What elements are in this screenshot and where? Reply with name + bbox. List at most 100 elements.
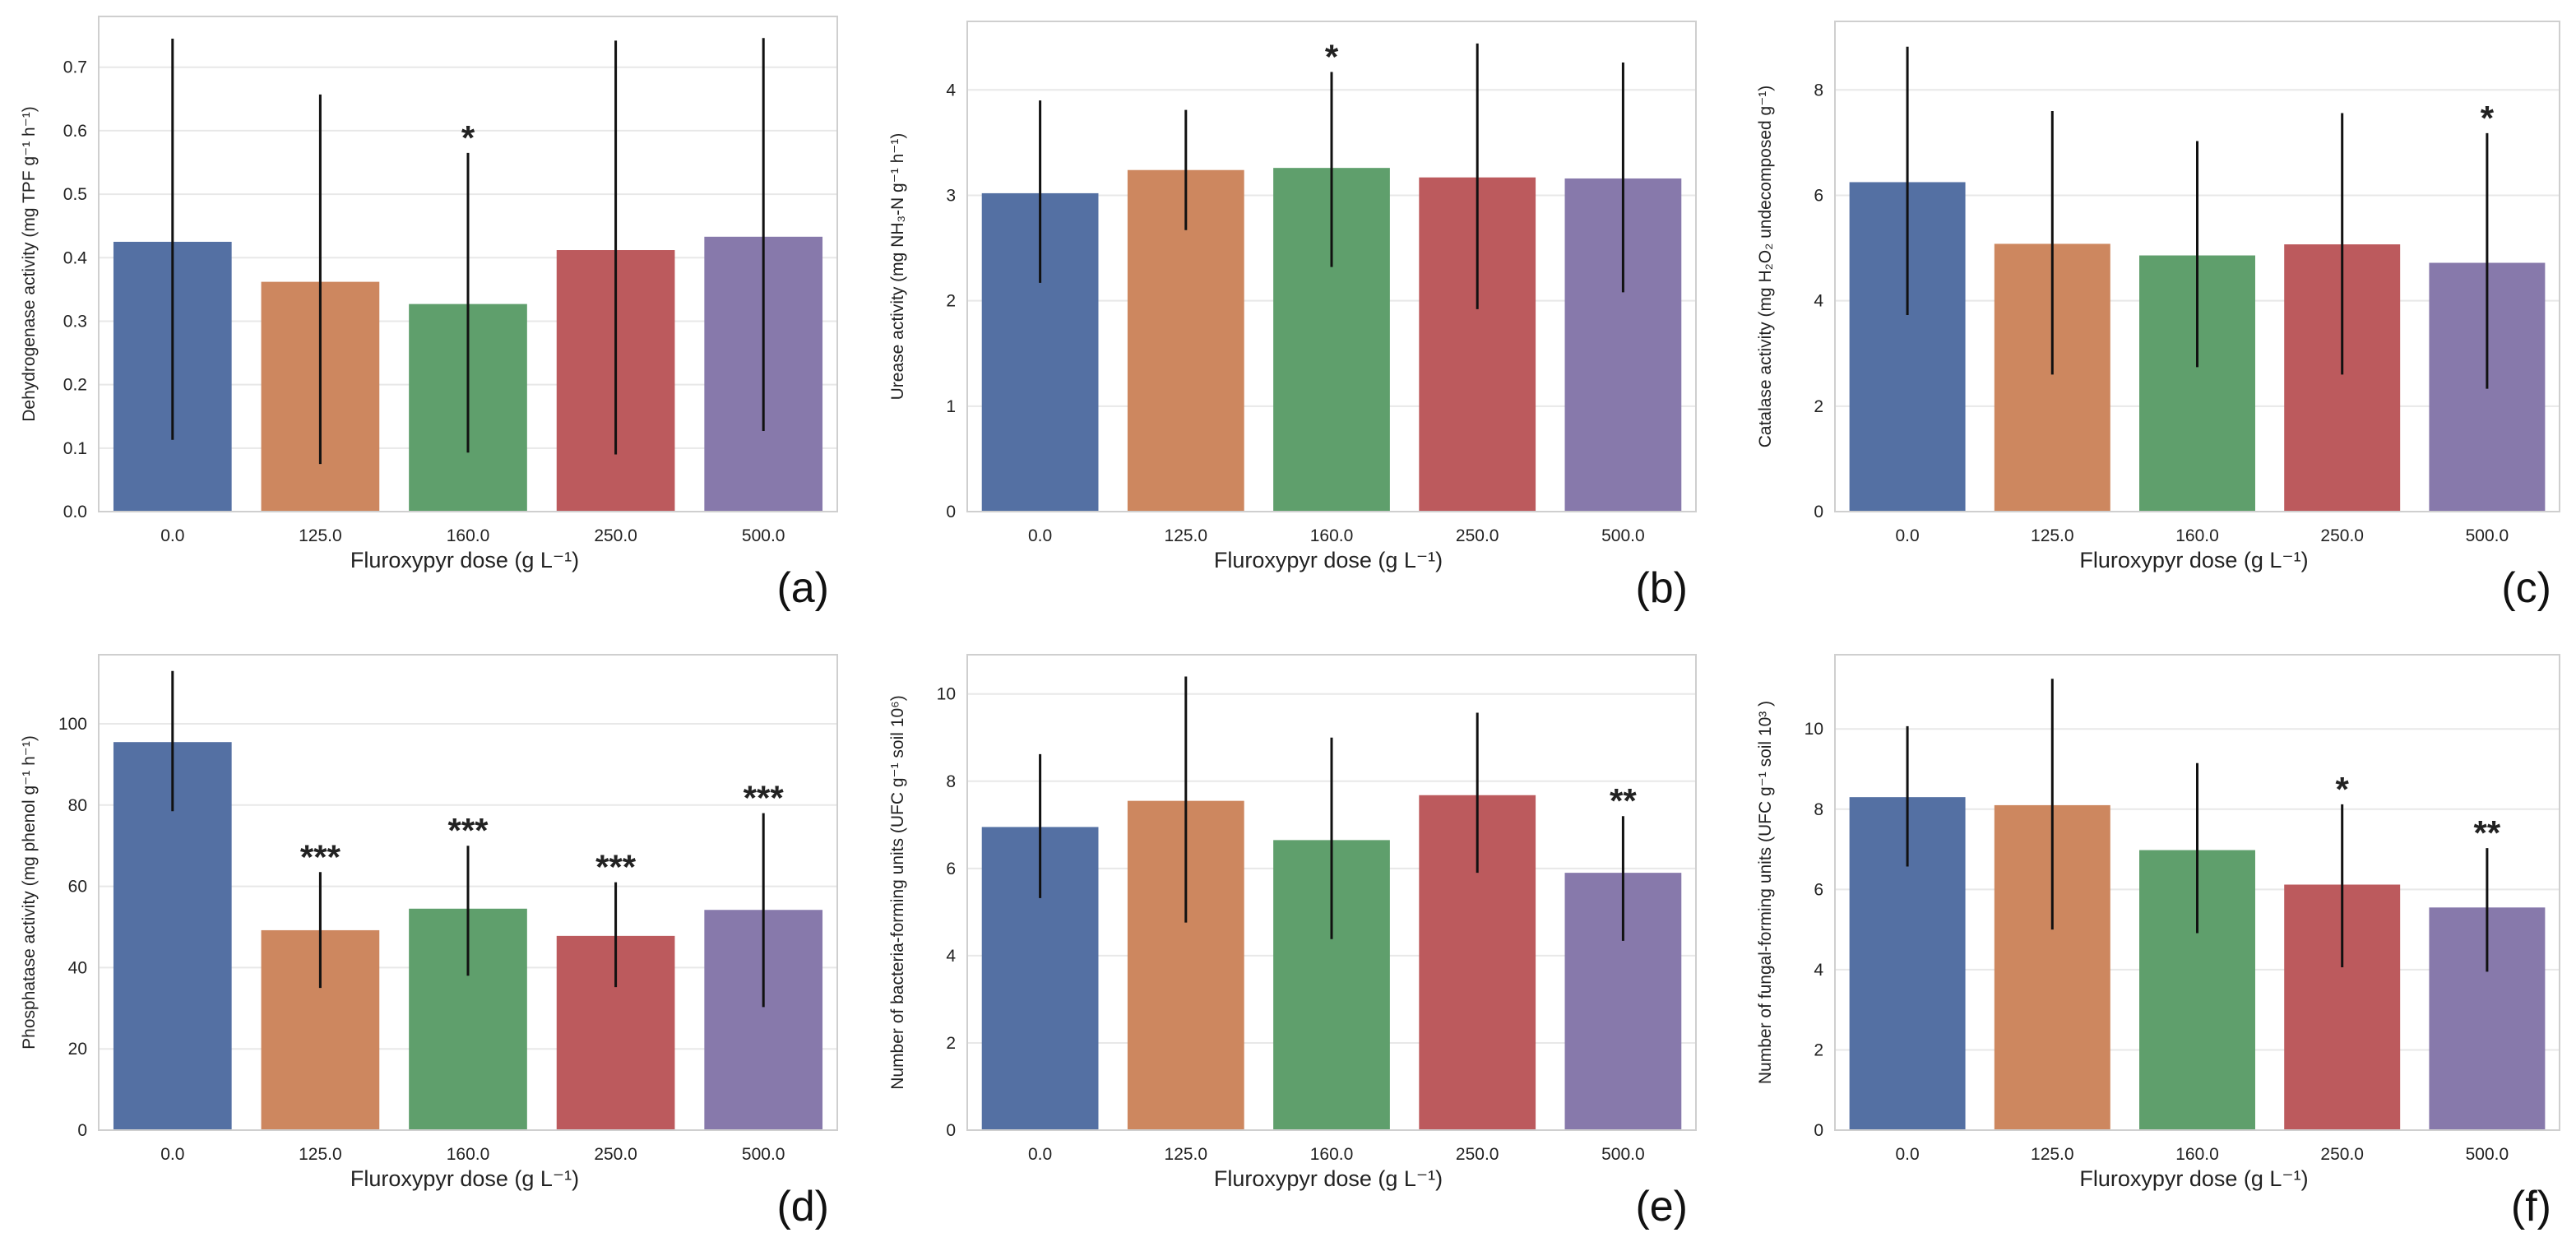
y-tick-label: 6 [1814,186,1823,205]
y-tick-label: 0 [77,1121,87,1140]
axes-frame [966,654,1697,1131]
significance-marker: * [1325,38,1339,76]
x-tick-label: 500.0 [742,526,785,545]
x-tick-label: 250.0 [1456,526,1499,545]
x-tick-label: 125.0 [299,1145,342,1164]
x-tick-label: 125.0 [2031,1145,2074,1164]
x-tick-label: 500.0 [2466,526,2509,545]
chart-panel-e: ** 0 2 4 6 8 10 0.0 125.0 160.0 250.0 500.0 Fluroxyp… [888,654,1697,1230]
y-tick-label: 0.4 [63,248,88,267]
panel-label: (a) [776,564,829,612]
x-tick-label: 250.0 [2320,1145,2364,1164]
x-tick-label: 0.0 [1028,1145,1052,1164]
axes-frame [98,654,838,1131]
y-tick-label: 1 [946,397,956,416]
y-axis-label: Dehydrogenase activity (mg TPF g⁻¹ h⁻¹) [20,106,39,422]
y-tick-label: 0 [1814,1121,1823,1140]
panel-label: (f) [2511,1183,2551,1230]
significance-marker: *** [447,811,489,850]
y-tick-label: 0.6 [63,122,87,141]
x-axis-label: Fluroxypyr dose (g L⁻¹) [1214,1166,1443,1191]
x-tick-label: 0.0 [1028,526,1052,545]
x-tick-label: 0.0 [160,1145,184,1164]
chart-panel-c: * 0 2 4 6 8 0.0 125.0 160.0 250.0 500.0 Fluroxypyr … [1756,21,2560,612]
axes-frame [966,21,1697,512]
y-tick-label: 3 [946,186,956,205]
x-tick-label: 0.0 [1895,1145,1919,1164]
x-tick-label: 500.0 [1601,1145,1645,1164]
x-tick-label: 250.0 [1456,1145,1499,1164]
y-axis-label: Catalase activity (mg H₂O₂ undecomposed … [1756,86,1775,448]
y-tick-label: 0 [946,503,956,521]
significance-marker: *** [300,837,341,876]
y-tick-label: 4 [1814,961,1823,980]
chart-panel-b: * 0 1 2 3 4 0.0 125.0 160.0 250.0 500.0 Fluroxypyr … [888,21,1697,612]
x-axis-label: Fluroxypyr dose (g L⁻¹) [2079,1166,2308,1191]
x-tick-label: 160.0 [447,1145,490,1164]
y-tick-label: 0 [946,1121,956,1140]
y-tick-label: 8 [946,772,956,791]
y-tick-label: 2 [946,292,956,311]
x-tick-label: 160.0 [1310,526,1354,545]
significance-marker: *** [744,779,785,818]
x-tick-label: 250.0 [2320,526,2364,545]
x-tick-label: 160.0 [447,526,490,545]
axes-frame [98,16,838,512]
y-tick-label: 4 [946,81,956,100]
x-tick-label: 500.0 [1601,526,1645,545]
y-tick-label: 0.1 [63,439,87,458]
x-axis-label: Fluroxypyr dose (g L⁻¹) [350,1166,579,1191]
x-tick-label: 125.0 [2031,526,2074,545]
panel-label: (e) [1635,1183,1688,1230]
y-tick-label: 0.5 [63,185,87,204]
x-tick-label: 125.0 [299,526,342,545]
y-tick-label: 60 [68,878,87,897]
y-tick-label: 20 [68,1040,87,1059]
x-tick-label: 250.0 [594,1145,637,1164]
x-tick-label: 125.0 [1165,1145,1208,1164]
x-tick-label: 500.0 [2466,1145,2509,1164]
x-tick-label: 160.0 [1310,1145,1354,1164]
x-axis-label: Fluroxypyr dose (g L⁻¹) [1214,548,1443,572]
y-tick-label: 4 [946,947,956,966]
x-tick-label: 125.0 [1165,526,1208,545]
panel-label: (c) [2501,564,2551,612]
axes-frame [1834,21,2560,512]
x-tick-label: 160.0 [2175,526,2219,545]
x-tick-label: 500.0 [742,1145,785,1164]
significance-marker: * [461,118,475,157]
y-tick-label: 0.0 [63,503,87,521]
significance-marker: ** [2474,813,2501,852]
y-tick-label: 2 [1814,1040,1823,1059]
y-axis-label: Phosphatase activity (mg phenol g⁻¹ h⁻¹) [20,735,39,1050]
y-tick-label: 0.3 [63,312,87,331]
y-tick-label: 2 [1814,397,1823,416]
axes-frame [1834,654,2560,1131]
y-tick-label: 4 [1814,292,1823,311]
y-tick-label: 40 [68,958,87,977]
x-axis-label: Fluroxypyr dose (g L⁻¹) [350,548,579,572]
y-tick-label: 6 [1814,880,1823,899]
x-tick-label: 0.0 [1895,526,1919,545]
y-tick-label: 6 [946,860,956,878]
y-tick-label: 8 [1814,81,1823,100]
y-tick-label: 80 [68,796,87,815]
y-axis-label: Number of fungal-forming units (UFC g⁻¹ … [1756,701,1775,1084]
chart-panel-d: *** *** *** *** 0 20 40 60 80 100 0.0 125.0 160.0 250… [20,654,838,1230]
x-axis-label: Fluroxypyr dose (g L⁻¹) [2079,548,2308,572]
panel-label: (d) [776,1183,829,1230]
y-tick-label: 10 [1805,720,1823,739]
y-tick-label: 0.7 [63,58,87,77]
x-tick-label: 160.0 [2175,1145,2219,1164]
chart-panel-a: * 0.0 0.1 0.2 0.3 0.4 0.5 0.6 0.7 0.0 125.0 160.0 25… [20,16,838,612]
y-tick-label: 0.2 [63,376,87,395]
x-tick-label: 0.0 [160,526,184,545]
y-axis-label: Urease activity (mg NH₃-N g⁻¹ h⁻¹) [888,133,907,401]
significance-marker: * [2336,770,2350,809]
y-tick-label: 0 [1814,503,1823,521]
x-tick-label: 250.0 [594,526,637,545]
panel-label: (b) [1635,564,1688,612]
significance-marker: ** [1610,781,1637,820]
